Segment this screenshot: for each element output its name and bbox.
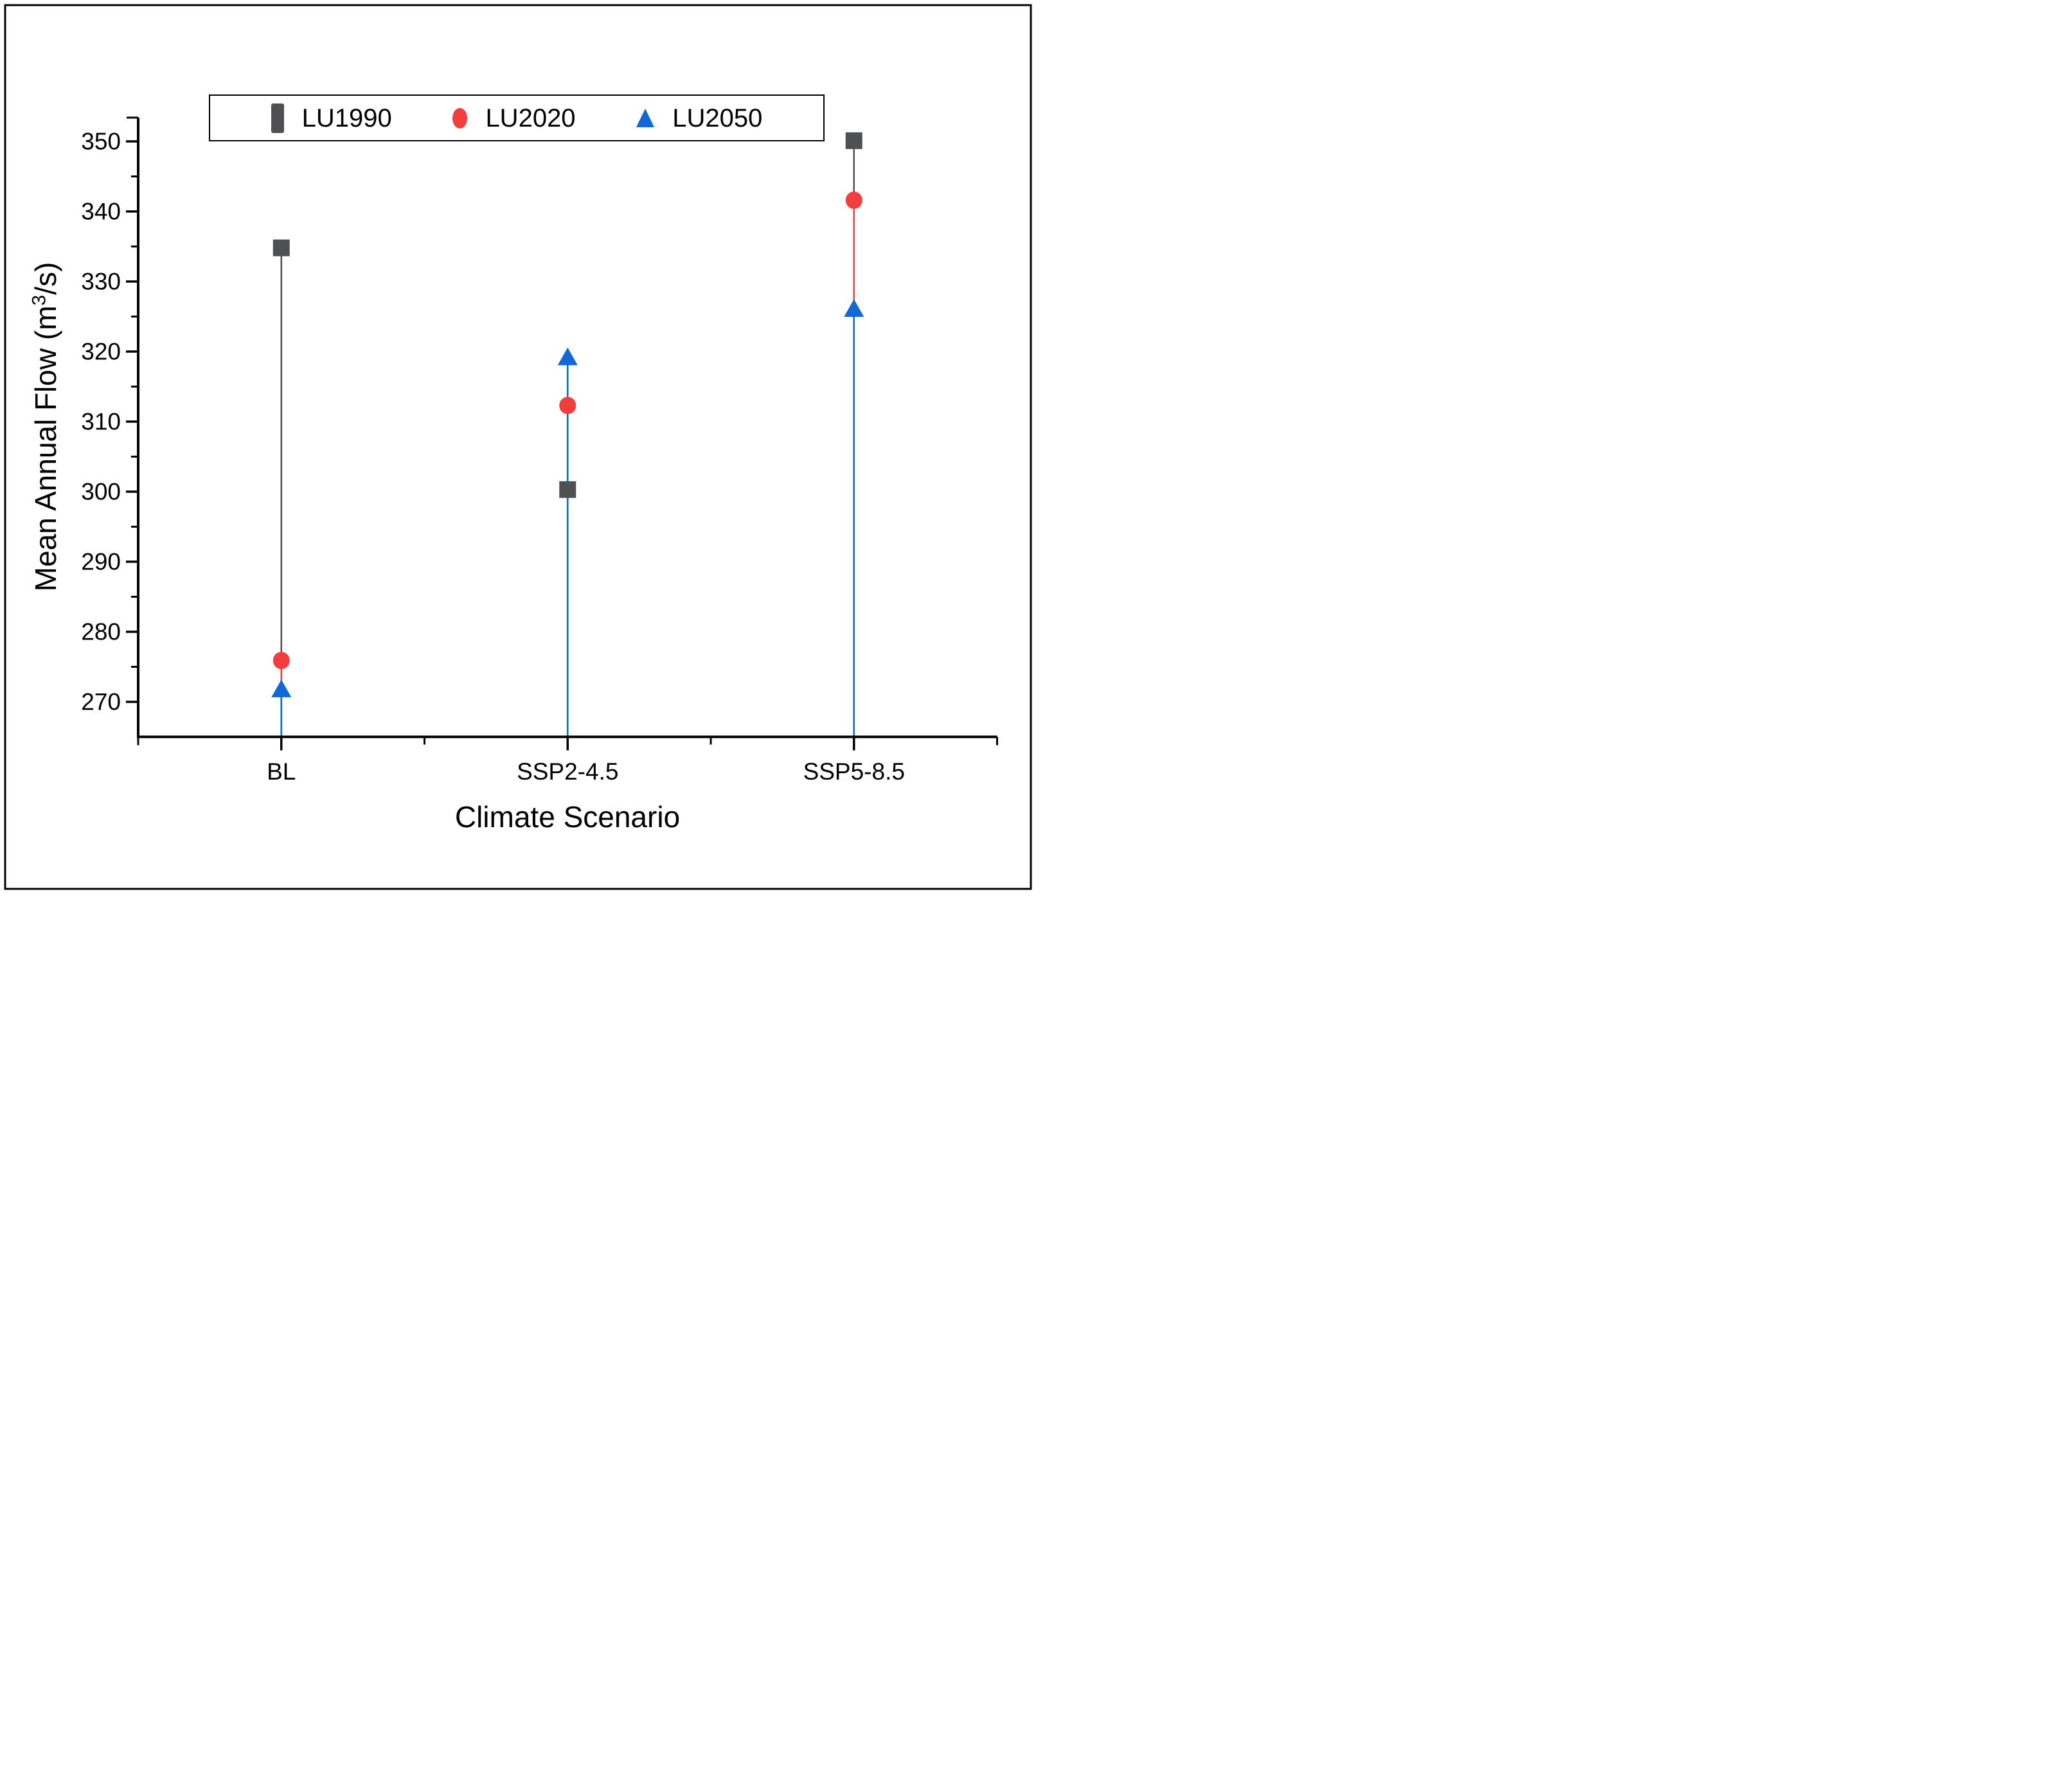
figure: 270 280 290 300 310 320 330 340 350 BL SSP2-4.5 SSP… <box>0 0 1036 894</box>
y-tick-label: 320 <box>81 339 121 365</box>
y-tick-label: 340 <box>81 199 121 225</box>
marker-square-bl <box>272 239 290 256</box>
x-tick-label: SSP5-8.5 <box>803 758 905 785</box>
marker-circle-ssp2-4.5 <box>559 397 576 415</box>
y-tick-label: 350 <box>81 129 121 155</box>
marker-square-ssp5-8.5 <box>845 132 862 149</box>
x-tick-label: BL <box>267 758 296 785</box>
y-tick-label: 290 <box>81 549 121 575</box>
y-axis-title: Mean Annual Flow (m3/s) <box>28 262 63 592</box>
x-axis-title: Climate Scenario <box>454 800 681 834</box>
y-tick-label: 330 <box>81 269 121 295</box>
y-axis-title-post: /s) <box>29 262 62 295</box>
y-tick-label: 310 <box>81 409 121 435</box>
y-axis-title-pre: Mean Annual Flow (m <box>29 305 62 592</box>
y-tick-label: 280 <box>81 619 121 645</box>
marker-triangle-ssp5-8.5 <box>844 299 864 317</box>
legend-label-lu1990: LU1990 <box>301 103 392 132</box>
marker-circle-bl <box>272 652 290 670</box>
x-tick-label: SSP2-4.5 <box>517 758 618 785</box>
figure-border <box>4 4 1032 890</box>
legend-item-lu2020: LU2020 <box>452 103 576 132</box>
marker-circle-ssp5-8.5 <box>845 192 862 210</box>
y-tick-label: 270 <box>81 689 121 715</box>
legend-box: LU1990 LU2020 LU2050 <box>209 94 825 141</box>
marker-triangle-ssp2-4.5 <box>557 347 578 366</box>
legend-item-lu1990: LU1990 <box>271 103 392 133</box>
y-axis-title-sup: 3 <box>28 294 50 306</box>
marker-square-ssp2-4.5 <box>559 481 576 498</box>
chart-plot: 270 280 290 300 310 320 330 340 350 BL SSP2-4.5 SSP… <box>4 4 1032 890</box>
legend-triangle-icon <box>636 109 655 127</box>
legend-label-lu2020: LU2020 <box>485 103 576 132</box>
legend-circle-icon <box>452 107 468 129</box>
marker-triangle-bl <box>271 679 292 697</box>
legend-square-icon <box>271 103 284 133</box>
y-tick-label: 300 <box>81 479 121 505</box>
legend-label-lu2050: LU2050 <box>672 103 763 132</box>
legend-item-lu2050: LU2050 <box>636 105 762 131</box>
